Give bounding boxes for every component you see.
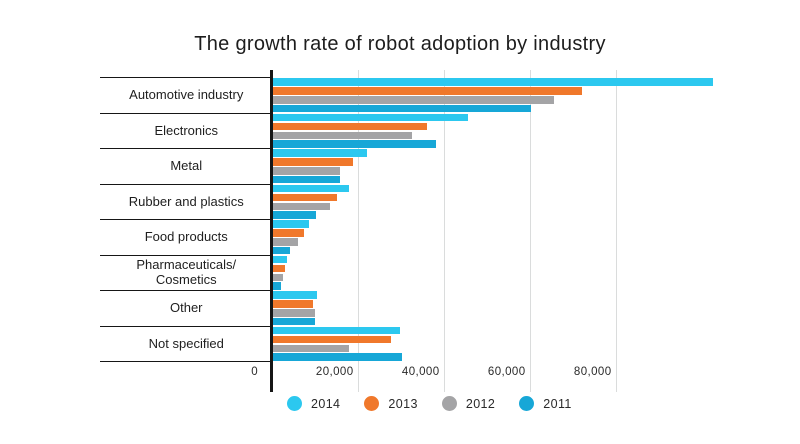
- legend-item-2012: 2012: [441, 396, 496, 411]
- x-tick-label-80000: 80,000: [573, 366, 612, 378]
- category-label-rubber-and-plastics: Rubber and plastics: [100, 183, 273, 220]
- bar-2012-food-products: [272, 238, 299, 246]
- category-label-metal: Metal: [100, 148, 273, 184]
- plot-area: 0 20,000 40,000 60,000 80,000: [251, 70, 796, 392]
- bar-2014-not-specified: [272, 326, 400, 335]
- grid-line-20000: [357, 70, 359, 392]
- bar-group-other: [272, 290, 796, 326]
- bar-2014-automotive-industry: [272, 78, 714, 86]
- bar-2014-metal: [272, 149, 368, 157]
- category-label-text: Food products: [144, 229, 228, 244]
- bar-2011-metal: [272, 175, 341, 184]
- legend-dot-2013: [364, 396, 380, 411]
- bar-2013-food-products: [272, 229, 305, 237]
- legend-item-2011: 2011: [519, 396, 571, 411]
- bar-2012-rubber-and-plastics: [272, 202, 331, 211]
- category-label-text: Other: [169, 300, 203, 315]
- category-labels-column: Automotive industry Electronics Metal Rubbe…: [100, 77, 273, 362]
- bar-group-food-products: [272, 219, 796, 255]
- bar-2013-electronics: [272, 122, 428, 131]
- bar-2011-pharmaceuticals-cosmetics: [272, 282, 281, 290]
- category-label-automotive-industry: Automotive industry: [100, 77, 273, 113]
- x-tick-label-60000: 60,000: [487, 366, 526, 378]
- bar-group-rubber-and-plastics: [272, 184, 796, 220]
- bar-2012-electronics: [272, 131, 413, 140]
- bar-2013-rubber-and-plastics: [272, 193, 337, 202]
- bar-2011-electronics: [272, 140, 436, 148]
- category-label-text: Pharmaceuticals/ Cosmetics: [136, 257, 237, 287]
- bar-2014-pharmaceuticals-cosmetics: [272, 255, 287, 264]
- grid-line-80000: [615, 70, 617, 392]
- legend-item-2014: 2014: [287, 396, 340, 411]
- bar-2013-metal: [272, 158, 353, 166]
- bar-2012-other: [272, 309, 315, 317]
- bar-2012-automotive-industry: [272, 96, 555, 104]
- bar-2014-other: [272, 291, 317, 299]
- bar-2011-food-products: [272, 246, 291, 255]
- category-label-electronics: Electronics: [100, 112, 273, 149]
- bar-group-metal: [272, 148, 796, 184]
- bar-group-electronics: [272, 113, 796, 149]
- category-label-text: Metal: [170, 158, 203, 173]
- bar-2012-pharmaceuticals-cosmetics: [272, 273, 283, 282]
- category-label-text: Rubber and plastics: [128, 193, 244, 209]
- category-label-food-products: Food products: [100, 219, 273, 255]
- x-tick-label-40000: 40,000: [401, 366, 440, 378]
- category-label-not-specified: Not specified: [100, 325, 273, 362]
- bar-2012-not-specified: [272, 344, 349, 353]
- bars-container: [272, 77, 796, 362]
- bar-group-not-specified: [272, 326, 796, 362]
- bar-chart: Automotive industry Electronics Metal Rubbe…: [100, 70, 796, 392]
- bar-group-pharmaceuticals-cosmetics: [272, 255, 796, 291]
- y-axis-line: [270, 70, 273, 392]
- legend-label-2013: 2013: [388, 396, 418, 411]
- legend-item-2013: 2013: [364, 396, 417, 411]
- legend-dot-2011: [519, 396, 535, 411]
- bar-2011-rubber-and-plastics: [272, 211, 317, 219]
- bar-2014-electronics: [272, 113, 469, 122]
- category-label-text: Automotive industry: [129, 87, 244, 102]
- bar-2013-automotive-industry: [272, 87, 583, 95]
- labels-bottom-rule: [100, 361, 273, 362]
- bar-2011-not-specified: [272, 353, 402, 361]
- category-label-other: Other: [100, 290, 273, 326]
- bar-2013-not-specified: [272, 335, 392, 344]
- legend-dot-2012: [441, 396, 457, 411]
- bar-group-automotive-industry: [272, 77, 796, 113]
- x-tick-label-0: 0: [251, 366, 258, 378]
- category-label-text: Electronics: [154, 122, 219, 138]
- bar-2011-automotive-industry: [272, 104, 531, 113]
- legend-label-2011: 2011: [543, 396, 572, 411]
- bar-2012-metal: [272, 167, 341, 175]
- bar-2014-food-products: [272, 220, 310, 228]
- legend-dot-2014: [287, 396, 302, 411]
- chart-title: The growth rate of robot adoption by ind…: [194, 33, 606, 55]
- bar-2013-pharmaceuticals-cosmetics: [272, 264, 285, 273]
- x-tick-label-20000: 20,000: [315, 366, 354, 378]
- category-label-pharmaceuticals-cosmetics: Pharmaceuticals/ Cosmetics: [100, 254, 273, 291]
- legend: 2014 2013 2012 2011: [287, 396, 572, 411]
- bar-2013-other: [272, 300, 313, 308]
- bar-2011-other: [272, 317, 315, 326]
- legend-label-2014: 2014: [311, 396, 341, 411]
- grid-line-40000: [443, 70, 445, 392]
- legend-label-2012: 2012: [465, 396, 496, 411]
- category-label-text: Not specified: [148, 335, 224, 351]
- bar-2014-rubber-and-plastics: [272, 184, 349, 193]
- grid-line-60000: [529, 70, 531, 392]
